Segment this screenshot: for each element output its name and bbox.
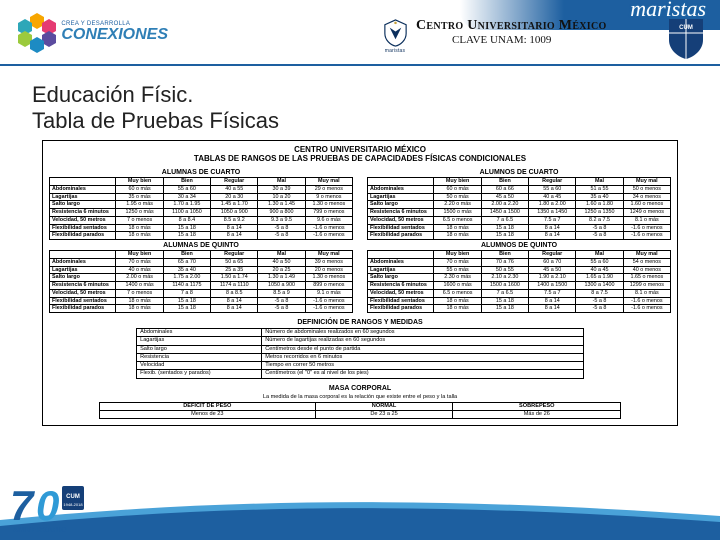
rango-table: Muy bienBienRegularMalMuy malAbdominales… [49,250,353,313]
group-title: ALUMNAS DE QUINTO [49,242,353,249]
def-table: AbdominalesNúmero de abdominales realiza… [136,328,584,379]
footer-swoosh [0,496,720,540]
def-title: DEFINICIÓN DE RANGOS Y MEDIDAS [49,319,671,326]
maristas-shield-label: maristas [385,48,406,54]
cum-shield-icon: CUM [666,16,706,60]
page-title: Educación Físic. [32,82,193,108]
frame-head1: CENTRO UNIVERSITARIO MÉXICO [49,145,671,154]
svg-text:CUM: CUM [66,494,80,500]
center-block: maristas Centro Universitario México CLA… [380,18,607,54]
group-title: ALUMNOS DE CUARTO [367,169,671,176]
svg-text:1948-2018: 1948-2018 [63,502,83,507]
masa-v2: Más de 26 [453,410,621,418]
center-clave: CLAVE UNAM: 1009 [416,34,607,46]
masa-v0: Menos de 23 [99,410,315,418]
masa-title: MASA CORPORAL [49,385,671,392]
rango-table: Muy bienBienRegularMalMuy malAbdominales… [49,177,353,240]
svg-text:0: 0 [36,482,59,529]
frame-head2: TABLAS DE RANGOS DE LAS PRUEBAS DE CAPAC… [49,154,671,163]
svg-text:7: 7 [10,482,35,529]
header: CREA Y DESARROLLA CONEXIONES maristas Ce… [0,0,720,72]
page-subtitle: Tabla de Pruebas Físicas [32,108,279,134]
masa-v1: De 23 a 25 [315,410,452,418]
conex-big: CONEXIONES [61,27,168,43]
header-divider [0,64,720,66]
rango-table: Muy bienBienRegularMalMuy malAbdominales… [367,250,671,313]
logo-conexiones: CREA Y DESARROLLA CONEXIONES [18,10,168,54]
masa-h0: DÉFICIT DE PESO [99,402,315,410]
group-title: ALUMNAS DE CUARTO [49,169,353,176]
maristas-shield-icon: maristas [380,18,410,54]
tables-frame: CENTRO UNIVERSITARIO MÉXICO TABLAS DE RA… [42,140,678,426]
svg-text:CUM: CUM [679,25,693,31]
masa-sub: La medida de la masa corporal es la rela… [49,394,671,400]
center-title: Centro Universitario México [416,18,607,34]
masa-h2: SOBREPESO [453,402,621,410]
rango-table: Muy bienBienRegularMalMuy malAbdominales… [367,177,671,240]
masa-table: DÉFICIT DE PESO NORMAL SOBREPESO Menos d… [99,402,621,420]
masa-h1: NORMAL [315,402,452,410]
group-title: ALUMNOS DE QUINTO [367,242,671,249]
footer-70-badge: 7 0 CUM 1948-2018 ANIVERSARIO [8,478,98,536]
svg-text:ANIVERSARIO: ANIVERSARIO [13,527,67,534]
hex-icon [18,13,53,51]
